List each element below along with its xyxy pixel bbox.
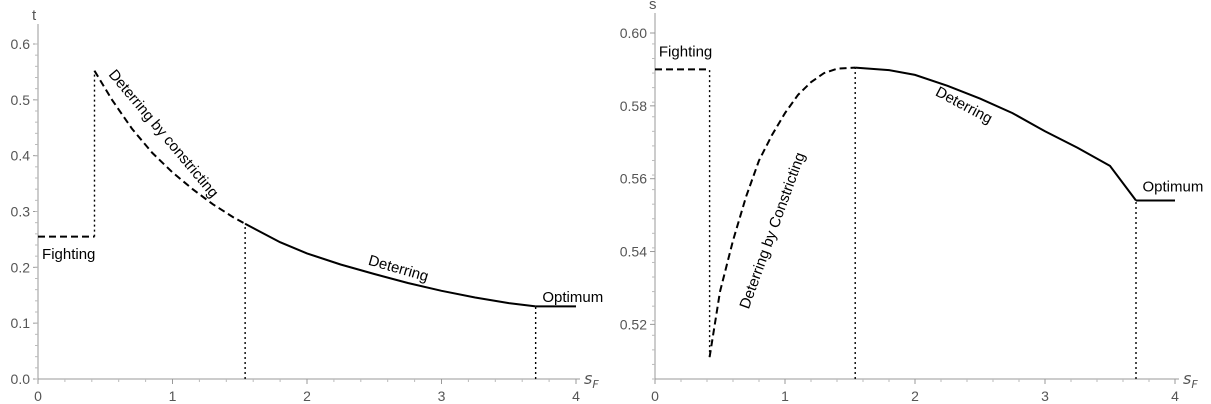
y-tick-label: 0.4 xyxy=(11,148,31,164)
series-line-2 xyxy=(244,222,536,308)
x-tick-label: 3 xyxy=(438,388,446,404)
y-axis-label: s xyxy=(649,0,657,13)
x-axis-label-subscript: F xyxy=(1191,378,1198,391)
x-tick-label: 1 xyxy=(781,388,789,404)
series-line-2 xyxy=(855,66,1137,202)
annotation-label: Deterring by Constricting xyxy=(736,150,808,311)
series-line-1 xyxy=(708,66,856,358)
annotation-label: Fighting xyxy=(659,44,712,61)
y-tick-label: 0.6 xyxy=(11,36,31,52)
y-tick-label: 0.0 xyxy=(11,371,31,387)
annotation-label: Deterring by constricting xyxy=(105,66,222,201)
x-tick-label: 2 xyxy=(911,388,919,404)
series-line-1 xyxy=(93,70,246,225)
chart-t-vs-sF: 0 1 2 3 4 0.0 0.1 0.2 0.3 0.4 0.5 0.6t sF Fighting Det… xyxy=(11,7,604,404)
x-tick-label: 3 xyxy=(1041,388,1049,404)
x-tick-label: 4 xyxy=(1171,388,1179,404)
x-axis-label: sF xyxy=(1183,369,1198,391)
annotation-label: Deterring xyxy=(933,83,995,127)
y-tick-label: 0.54 xyxy=(620,244,647,260)
x-tick-label: 0 xyxy=(651,388,659,404)
x-tick-label: 1 xyxy=(169,388,177,404)
x-axis-label-main: s xyxy=(1183,369,1191,388)
x-tick-label: 2 xyxy=(303,388,311,404)
y-tick-label: 0.5 xyxy=(11,92,31,108)
y-tick-label: 0.3 xyxy=(11,204,31,220)
x-axis-label-main: s xyxy=(584,369,592,388)
x-tick-label: 4 xyxy=(572,388,580,404)
annotation-label: Optimum xyxy=(542,289,603,306)
y-tick-label: 0.56 xyxy=(620,171,647,187)
x-tick-label: 0 xyxy=(34,388,42,404)
y-tick-label: 0.52 xyxy=(620,316,647,332)
annotation-label: Fighting xyxy=(42,246,95,263)
annotation-label: Optimum xyxy=(1143,178,1204,195)
y-tick-label: 0.60 xyxy=(620,25,647,41)
y-tick-label: 0.58 xyxy=(620,98,647,114)
y-axis-label: t xyxy=(32,7,37,24)
x-axis-label-subscript: F xyxy=(592,378,599,391)
y-tick-label: 0.1 xyxy=(11,315,31,331)
y-tick-label: 0.2 xyxy=(11,259,31,275)
chart-s-vs-sF: 0 1 2 3 40.520.540.560.580.60ssFFightingDete… xyxy=(620,0,1204,404)
x-axis-label: sF xyxy=(584,369,599,391)
